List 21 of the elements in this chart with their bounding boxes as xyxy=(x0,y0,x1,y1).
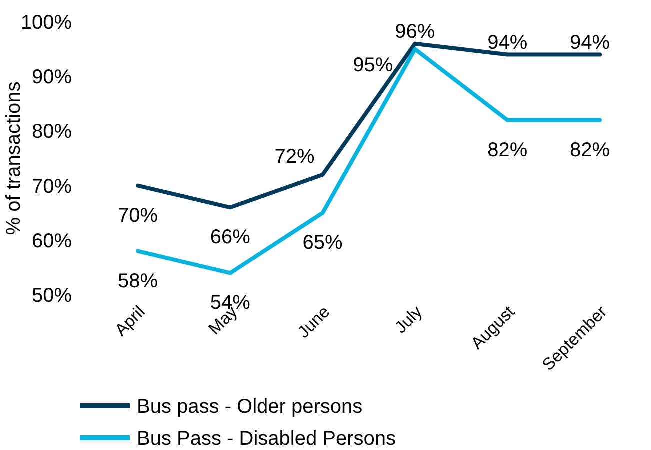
data-label: 94% xyxy=(488,32,528,54)
data-label: 65% xyxy=(302,232,344,254)
y-tick-label: 80% xyxy=(32,121,72,144)
data-label: 66% xyxy=(210,226,251,249)
y-axis-title: % of transactions xyxy=(3,82,25,236)
data-label: 72% xyxy=(274,146,316,168)
data-label: 70% xyxy=(118,204,158,227)
legend-label: Bus pass - Older persons xyxy=(137,396,363,418)
y-tick-label: 90% xyxy=(32,66,72,89)
data-label: 94% xyxy=(570,32,610,54)
data-label: 58% xyxy=(118,270,158,292)
data-label: 96% xyxy=(395,20,436,43)
x-tick-label: July xyxy=(391,302,426,338)
y-tick-label: 70% xyxy=(32,176,72,198)
data-label: 82% xyxy=(488,139,528,162)
data-label: 95% xyxy=(353,54,394,76)
legend-label: Bus Pass - Disabled Persons xyxy=(137,428,396,450)
y-tick-label: 100% xyxy=(20,12,72,34)
data-label: 82% xyxy=(570,139,610,162)
y-tick-label: 60% xyxy=(32,230,72,252)
y-tick-label: 50% xyxy=(32,285,72,307)
